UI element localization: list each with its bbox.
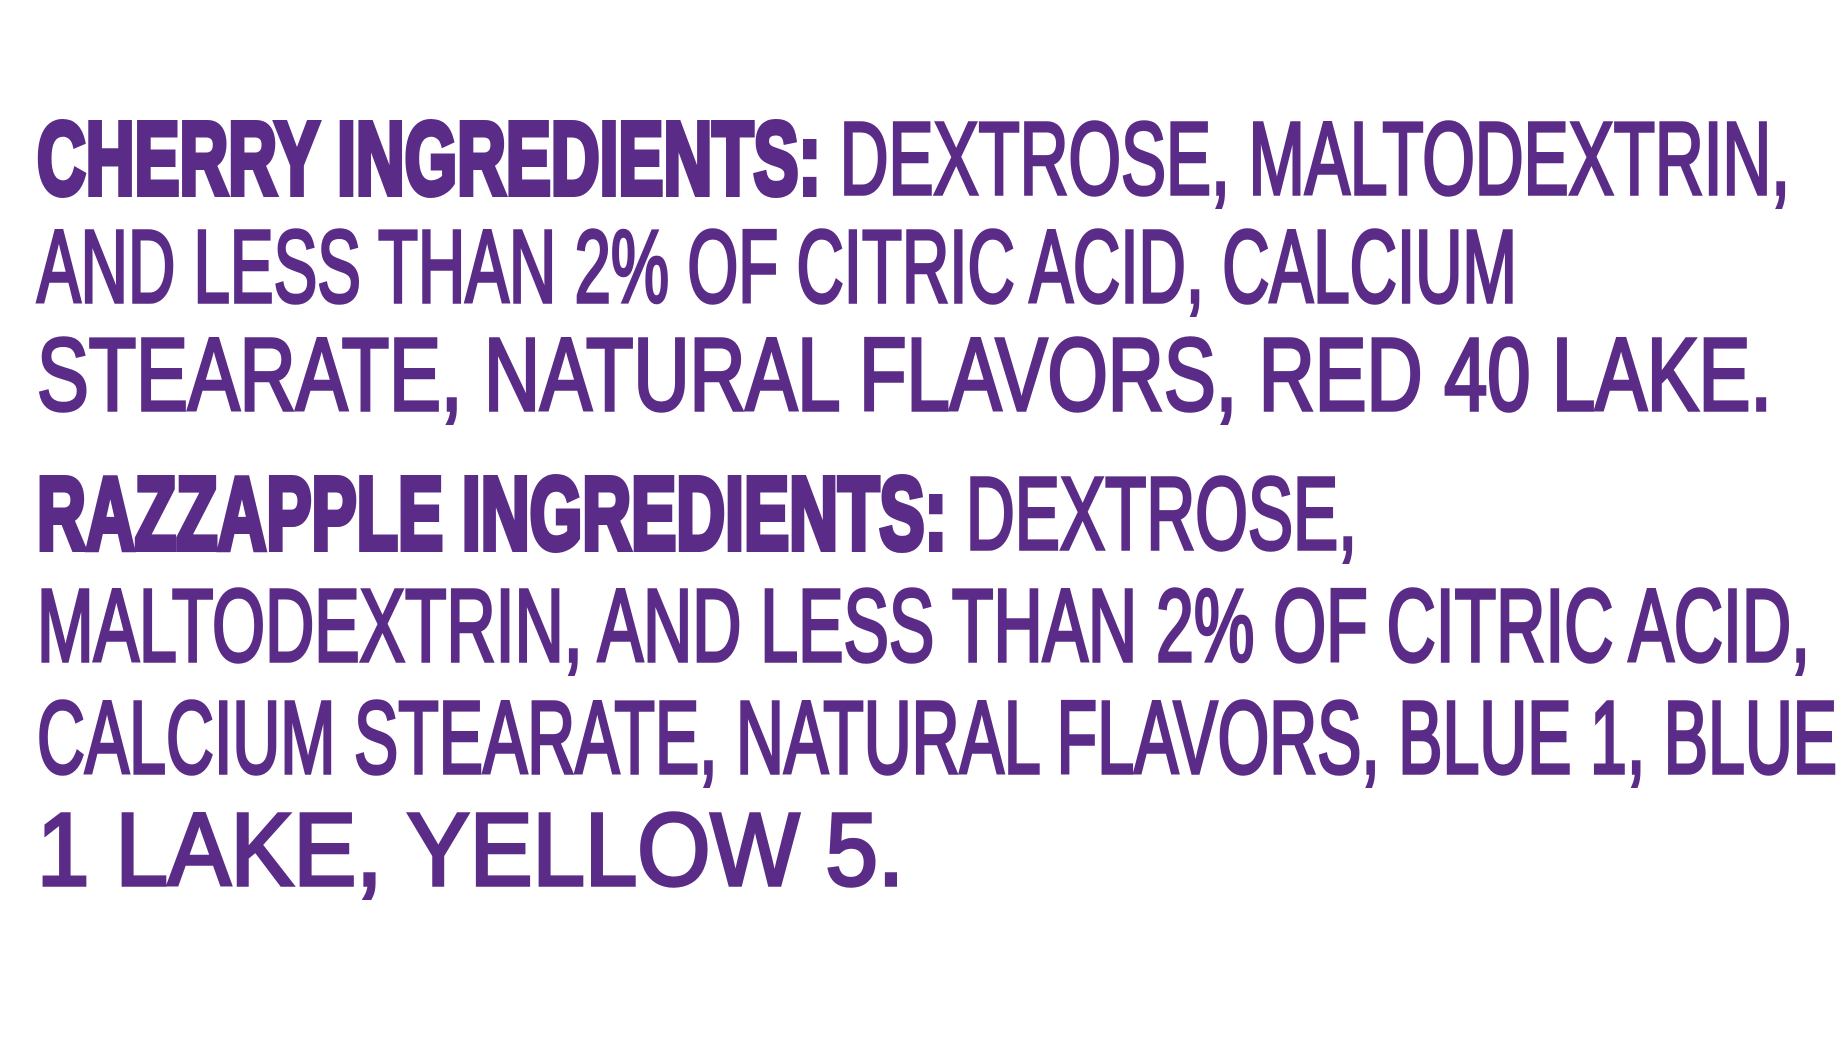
ingredients-text: DEXTROSE, MALTODEXTRIN, bbox=[820, 101, 1791, 216]
text-line-content: RAZZAPPLE INGREDIENTS: DEXTROSE, bbox=[35, 455, 1358, 573]
razzapple-ingredients-heading: RAZZAPPLE INGREDIENTS: bbox=[35, 455, 949, 573]
ingredients-text: 1 LAKE, YELLOW 5. bbox=[35, 792, 905, 908]
text-line: CHERRY INGREDIENTS: DEXTROSE, MALTODEXTR… bbox=[10, 0, 1837, 216]
text-line: AND LESS THAN 2% OF CITRIC ACID, CALCIUM bbox=[10, 105, 1837, 323]
text-line-content: AND LESS THAN 2% OF CITRIC ACID, CALCIUM bbox=[36, 211, 1518, 323]
ingredients-text: STEARATE, NATURAL FLAVORS, RED 40 LAKE. bbox=[35, 317, 1773, 432]
ingredients-panel: CHERRY INGREDIENTS: DEXTROSE, MALTODEXTR… bbox=[0, 0, 1837, 908]
text-line: RAZZAPPLE INGREDIENTS: DEXTROSE, bbox=[10, 346, 1837, 573]
text-line-content: CALCIUM STEARATE, NATURAL FLAVORS, BLUE … bbox=[36, 680, 1837, 796]
ingredients-text: AND LESS THAN 2% OF CITRIC ACID, CALCIUM bbox=[36, 209, 1518, 324]
cherry-ingredients-heading: CHERRY INGREDIENTS: bbox=[35, 101, 823, 216]
text-line: MALTODEXTRIN, AND LESS THAN 2% OF CITRIC… bbox=[10, 458, 1837, 684]
ingredients-text: MALTODEXTRIN, AND LESS THAN 2% OF CITRIC… bbox=[36, 568, 1811, 684]
text-line-content: STEARATE, NATURAL FLAVORS, RED 40 LAKE. bbox=[35, 319, 1773, 431]
cherry-ingredients-section: CHERRY INGREDIENTS: DEXTROSE, MALTODEXTR… bbox=[0, 0, 1837, 431]
ingredients-text: DEXTROSE, bbox=[946, 456, 1357, 572]
text-line: STEARATE, NATURAL FLAVORS, RED 40 LAKE. bbox=[10, 213, 1837, 431]
text-line-content: CHERRY INGREDIENTS: DEXTROSE, MALTODEXTR… bbox=[35, 102, 1791, 216]
text-line: CALCIUM STEARATE, NATURAL FLAVORS, BLUE … bbox=[10, 570, 1837, 796]
ingredients-text: CALCIUM STEARATE, NATURAL FLAVORS, BLUE … bbox=[36, 680, 1837, 796]
text-line-content: 1 LAKE, YELLOW 5. bbox=[35, 792, 905, 908]
text-line-content: MALTODEXTRIN, AND LESS THAN 2% OF CITRIC… bbox=[36, 568, 1811, 684]
